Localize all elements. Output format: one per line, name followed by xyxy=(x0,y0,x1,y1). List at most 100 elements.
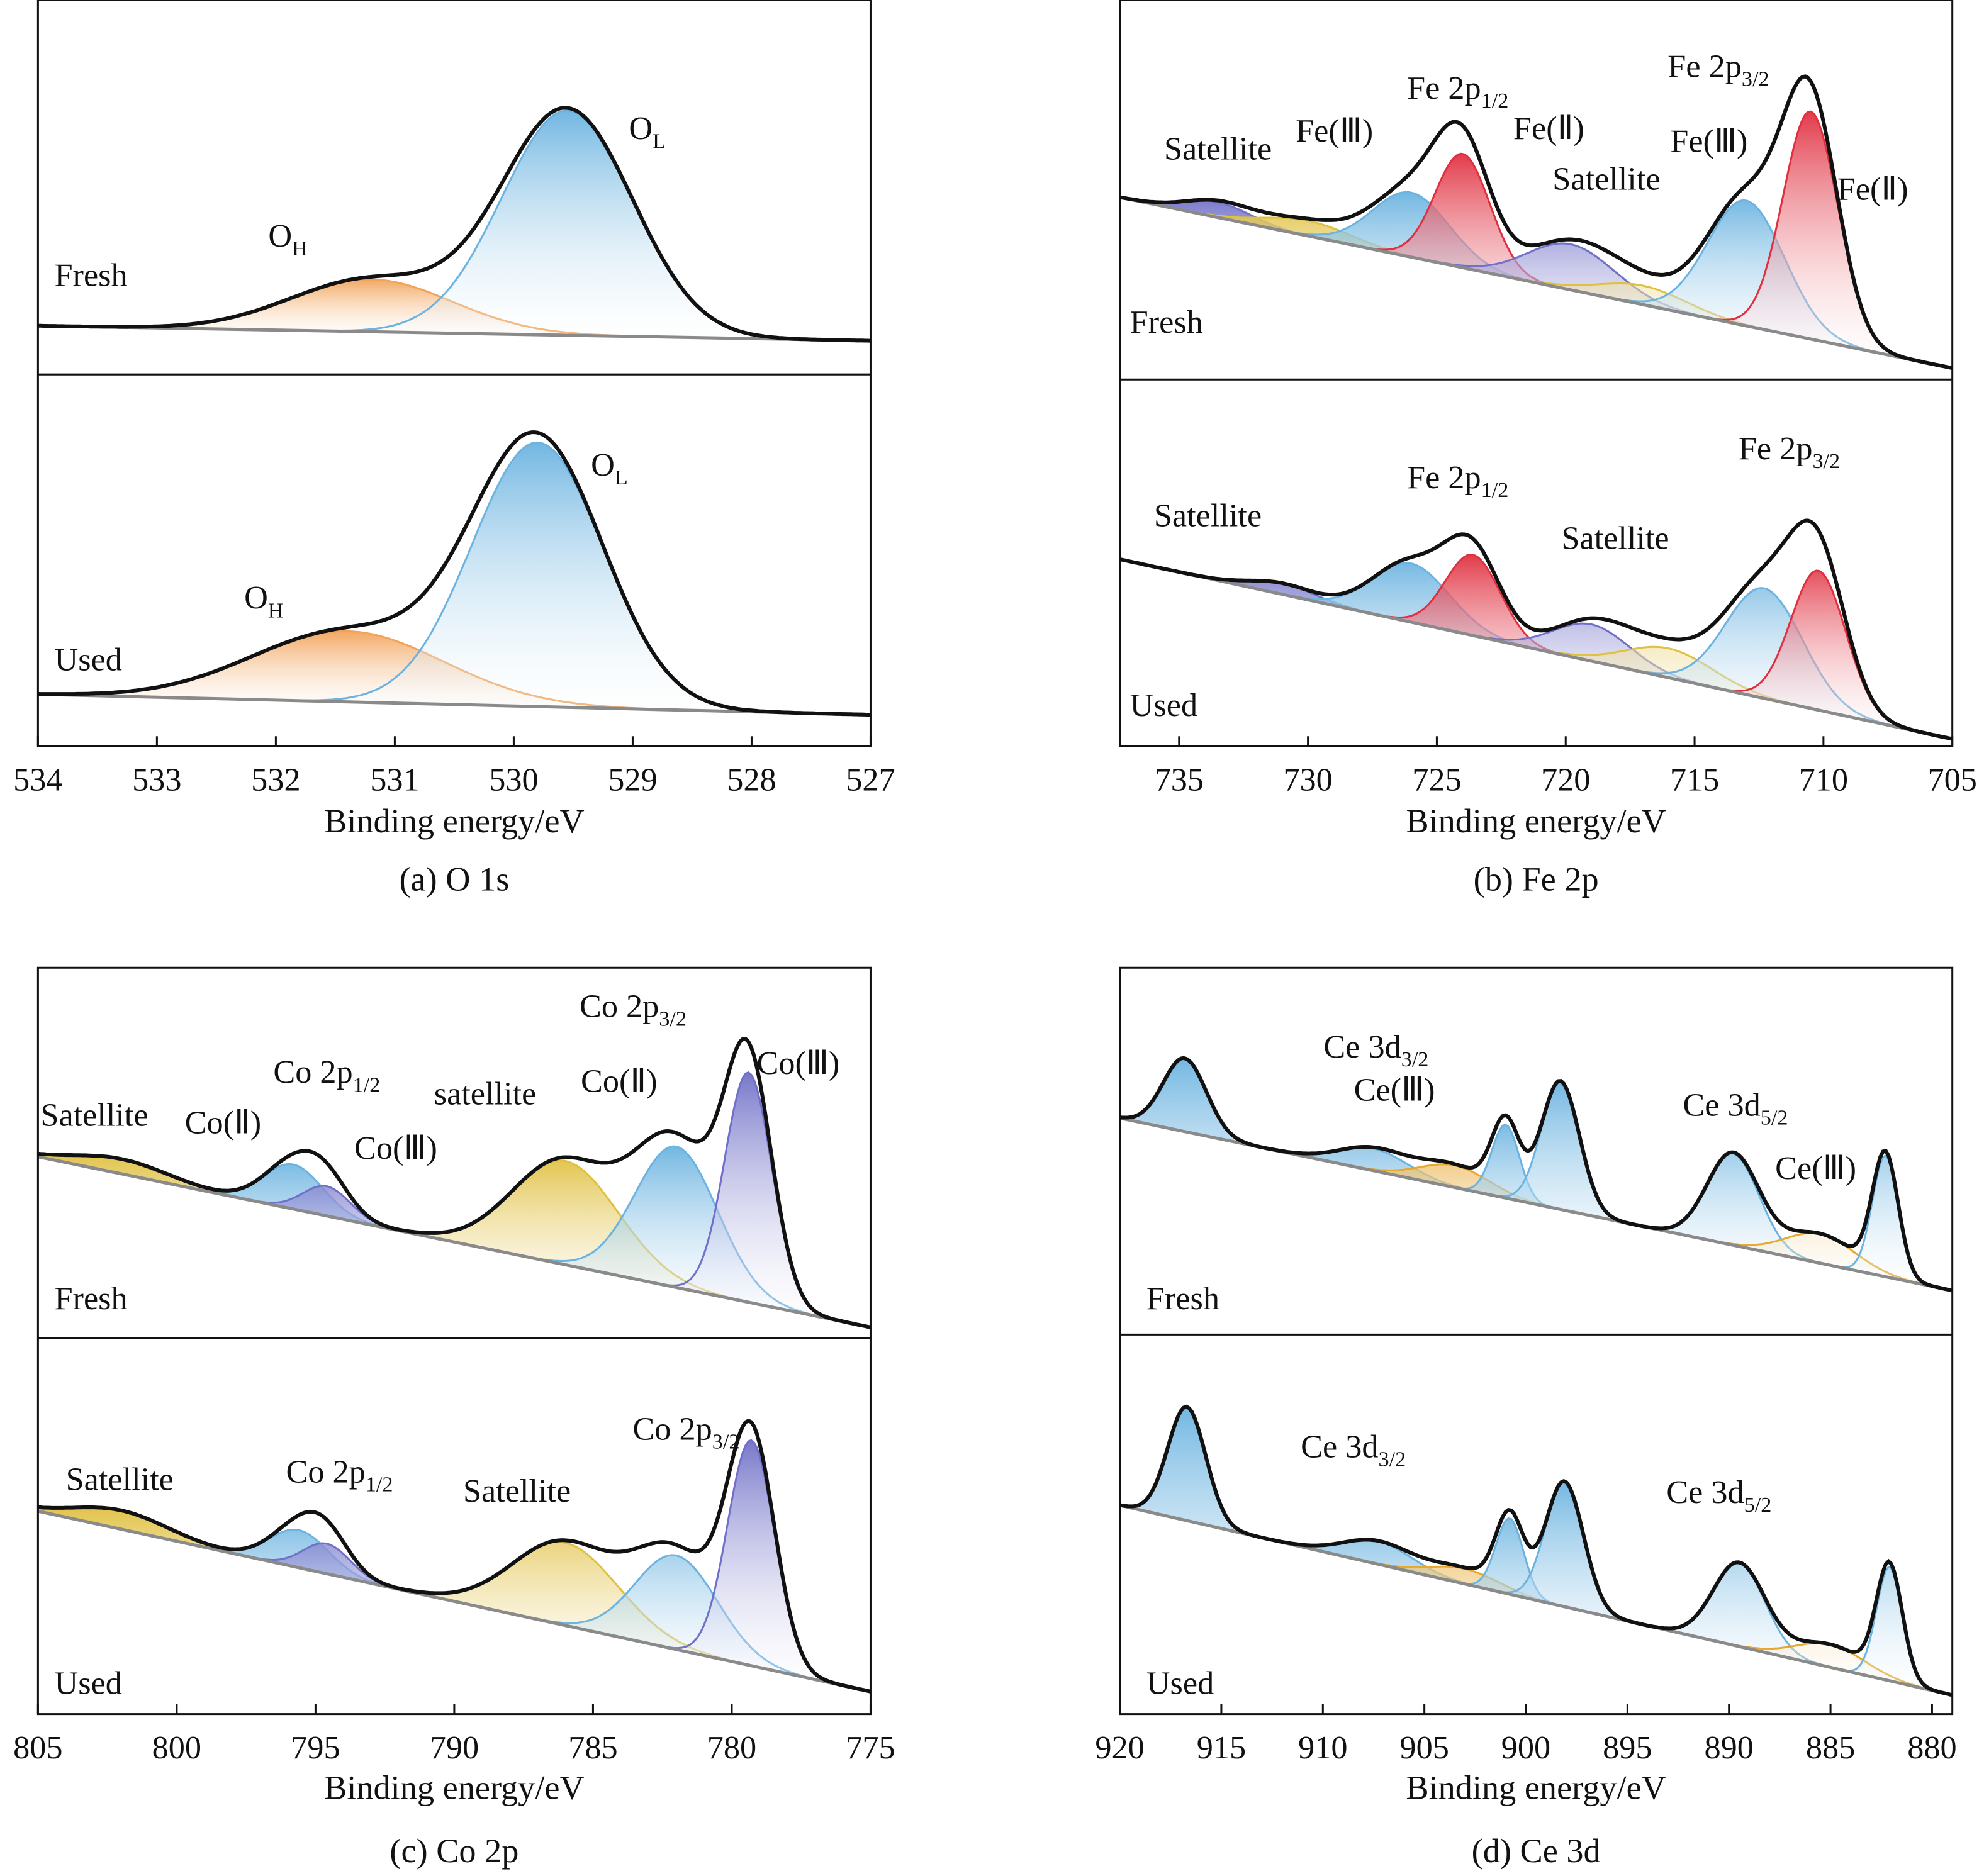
background-line xyxy=(1119,557,1953,741)
peak-component-fill xyxy=(38,1072,871,1327)
peak-label: Fe 2p1/2 xyxy=(1407,70,1508,113)
plot-frame xyxy=(36,0,872,747)
x-tick-label: 880 xyxy=(1907,1729,1956,1766)
xlabel-a: Binding energy/eV xyxy=(324,802,585,840)
envelope-line xyxy=(38,1418,872,1694)
peak-label: Satellite xyxy=(66,1461,174,1498)
peak-label: Satellite xyxy=(40,1097,148,1134)
peak-label: Satellite xyxy=(1164,130,1272,167)
x-tick-label: 730 xyxy=(1283,762,1332,798)
envelope-line xyxy=(1119,1056,1953,1293)
peak-label: Satellite xyxy=(1154,497,1262,533)
peak-label: Co(Ⅲ) xyxy=(756,1045,839,1081)
background-line xyxy=(38,324,871,343)
peak-label: OH xyxy=(244,579,283,622)
caption-a: (a) O 1s xyxy=(399,861,509,898)
peak-component-fill xyxy=(38,1440,871,1692)
xlabel-c: Binding energy/eV xyxy=(324,1768,585,1806)
peak-label: Co 2p1/2 xyxy=(286,1454,393,1497)
peak-component-fill xyxy=(38,1511,871,1692)
sample-label: Used xyxy=(1146,1665,1214,1701)
subpanel-used xyxy=(1119,518,1953,741)
x-tick-label: 790 xyxy=(430,1729,479,1766)
peak-component-fill xyxy=(38,1507,871,1692)
sample-label: Used xyxy=(55,1665,122,1701)
x-tick-label: 780 xyxy=(707,1729,756,1766)
x-tick-label: 528 xyxy=(727,762,776,798)
background-line xyxy=(37,1509,871,1694)
peak-label: Ce(Ⅲ) xyxy=(1354,1071,1435,1108)
peak-label: OL xyxy=(629,110,666,153)
caption-b: (b) Fe 2p xyxy=(1474,861,1599,898)
peak-label: satellite xyxy=(434,1075,537,1112)
background-line xyxy=(37,1155,871,1329)
x-tick-label: 785 xyxy=(568,1729,617,1766)
peak-label: OL xyxy=(591,447,628,489)
peak-component-fill xyxy=(38,442,871,715)
peak-component-fill xyxy=(38,110,871,341)
xlabel-b: Binding energy/eV xyxy=(1406,802,1666,840)
peak-label: Fe 2p3/2 xyxy=(1667,48,1769,91)
peak-label: Fe(Ⅲ) xyxy=(1296,113,1373,149)
peak-label: Co(Ⅱ) xyxy=(185,1105,262,1141)
x-tick-label: 805 xyxy=(13,1729,62,1766)
panel-2: 805 800 795 790 785 780 775 xyxy=(13,966,895,1766)
peak-label: Fe 2p1/2 xyxy=(1407,459,1508,502)
x-tick-label: 735 xyxy=(1155,762,1204,798)
peak-component-fill xyxy=(1119,192,1953,369)
peak-label: Fe(Ⅱ) xyxy=(1513,110,1584,147)
envelope-line xyxy=(1119,518,1953,741)
subpanel-fresh xyxy=(38,106,871,343)
x-tick-label: 800 xyxy=(152,1729,201,1766)
peak-component-fill xyxy=(1119,1481,1953,1695)
peak-label: Co 2p3/2 xyxy=(632,1410,739,1453)
x-tick-label: 720 xyxy=(1541,762,1590,798)
envelope-line xyxy=(1119,74,1953,371)
subpanel-used xyxy=(1119,1404,1953,1697)
peak-label: Co 2p3/2 xyxy=(580,988,687,1031)
x-tick-label: 529 xyxy=(608,762,657,798)
x-tick-label: 885 xyxy=(1806,1729,1855,1766)
x-tick-label: 900 xyxy=(1501,1729,1550,1766)
x-tick-label: 890 xyxy=(1705,1729,1754,1766)
peak-label: Ce(Ⅲ) xyxy=(1775,1150,1856,1186)
x-tick-label: 534 xyxy=(13,762,62,798)
x-tick-label: 895 xyxy=(1603,1729,1652,1766)
peak-label: OH xyxy=(268,218,307,260)
peak-label: Fe(Ⅲ) xyxy=(1670,123,1747,159)
envelope-line xyxy=(1119,1404,1953,1697)
background-line xyxy=(1119,196,1953,370)
x-tick-label: 710 xyxy=(1799,762,1848,798)
envelope-line xyxy=(38,430,871,717)
panel-3: 920 915 910 905 900 895 890 885 880 xyxy=(1095,966,1957,1766)
peak-label: Fe 2p3/2 xyxy=(1739,430,1840,473)
x-tick-label: 715 xyxy=(1670,762,1719,798)
peak-component-fill xyxy=(1119,111,1953,369)
peak-label: Satellite xyxy=(1552,161,1660,198)
envelope-line xyxy=(38,1037,872,1329)
subpanel-used xyxy=(37,1418,872,1694)
x-tick-label: 795 xyxy=(291,1729,340,1766)
sample-label: Used xyxy=(1130,687,1197,723)
peak-label: Satellite xyxy=(1561,520,1669,557)
background-line xyxy=(38,693,871,717)
peak-label: Co 2p1/2 xyxy=(273,1054,380,1097)
subpanel-fresh xyxy=(1119,1056,1953,1293)
sample-label: Fresh xyxy=(55,257,128,293)
x-tick-label: 915 xyxy=(1197,1729,1246,1766)
peak-component-fill xyxy=(38,1153,871,1327)
x-tick-label: 725 xyxy=(1412,762,1461,798)
peak-label: Ce 3d3/2 xyxy=(1323,1029,1428,1071)
caption-d: (d) Ce 3d xyxy=(1472,1832,1601,1870)
x-tick-label: 533 xyxy=(132,762,181,798)
panel-1: 735 730 725 720 715 710 705 xyxy=(1119,0,1977,798)
peak-label: Co(Ⅱ) xyxy=(581,1063,658,1099)
plot-frame xyxy=(1119,0,1954,747)
x-tick-label: 527 xyxy=(846,762,895,798)
x-tick-label: 775 xyxy=(846,1729,895,1766)
caption-c: (c) Co 2p xyxy=(390,1832,518,1870)
xlabel-d: Binding energy/eV xyxy=(1406,1768,1666,1806)
sample-label: Fresh xyxy=(55,1280,128,1317)
x-tick-label: 531 xyxy=(370,762,419,798)
